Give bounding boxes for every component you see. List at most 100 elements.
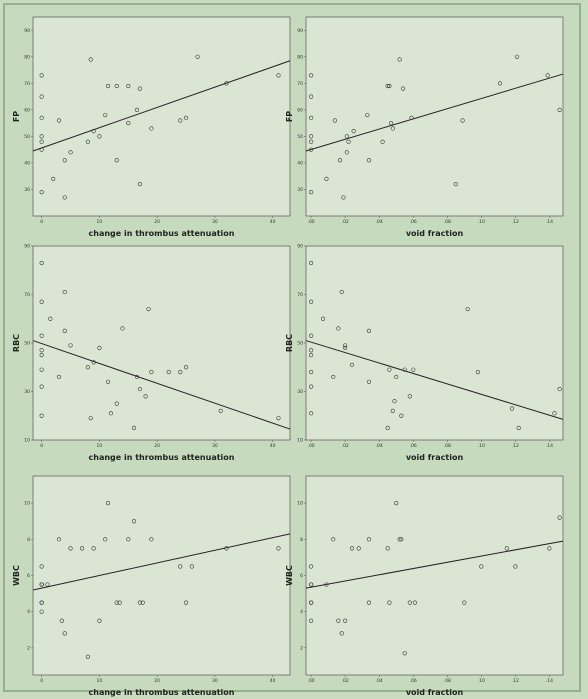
data-point — [178, 370, 183, 375]
data-point — [309, 618, 314, 623]
x-tick-label: 20 — [154, 678, 160, 684]
x-axis-title: change in thrombus attenuation — [89, 229, 235, 238]
data-point — [79, 546, 85, 551]
data-point — [331, 537, 336, 542]
y-axis-title: RBC — [12, 334, 21, 352]
data-point — [183, 115, 189, 120]
data-point — [557, 515, 562, 520]
x-tick-label: 40 — [270, 219, 276, 225]
data-point — [349, 362, 355, 367]
data-point — [218, 408, 223, 414]
y-tick-label: 2 — [27, 645, 30, 651]
data-point — [114, 158, 119, 163]
y-tick-label: 10 — [297, 501, 303, 507]
data-point — [343, 618, 348, 623]
data-point — [85, 365, 90, 370]
y-tick-label: 90 — [24, 244, 30, 250]
data-point — [309, 299, 314, 304]
data-point — [331, 374, 336, 380]
x-tick-label: .00 — [308, 678, 315, 684]
data-point — [183, 600, 189, 605]
y-tick-label: 80 — [24, 54, 30, 60]
data-point — [309, 370, 314, 375]
data-point — [62, 195, 67, 200]
x-tick-label: .04 — [376, 678, 383, 684]
data-point — [62, 158, 67, 163]
x-tick-label: .02 — [342, 219, 349, 225]
scatter-panel-4: 10 30 50 70 90 .00 .02 .04 .06 .08 .10 .12 .14 void f… — [285, 244, 564, 462]
data-point — [39, 384, 44, 389]
data-point — [387, 367, 392, 372]
x-tick-label: .10 — [478, 678, 485, 684]
data-point — [88, 416, 93, 421]
x-tick-label: 30 — [212, 678, 218, 684]
data-point — [137, 386, 142, 392]
data-point — [108, 411, 114, 416]
data-point — [97, 134, 102, 139]
data-point — [131, 519, 137, 524]
x-tick-label: 10 — [97, 678, 103, 684]
data-point — [453, 182, 458, 187]
x-tick-label: .02 — [342, 678, 349, 684]
data-point — [385, 546, 390, 551]
data-point — [105, 501, 111, 506]
data-point — [351, 128, 356, 134]
data-point — [399, 537, 404, 542]
data-point — [103, 113, 108, 118]
x-tick-label: 40 — [270, 443, 276, 449]
data-point — [394, 501, 399, 506]
y-tick-label: 50 — [297, 341, 303, 347]
data-point — [309, 134, 314, 139]
data-point — [137, 600, 142, 605]
data-point — [385, 425, 390, 430]
data-point — [309, 147, 314, 152]
data-point — [62, 631, 67, 636]
data-point — [349, 546, 355, 551]
regression-line — [305, 540, 564, 589]
x-axis-title: change in thrombus attenuation — [89, 453, 235, 462]
data-point — [91, 128, 96, 134]
data-point — [51, 176, 56, 181]
data-point — [39, 73, 44, 78]
data-point — [103, 537, 108, 542]
data-point — [117, 600, 122, 605]
data-point — [412, 600, 418, 605]
data-point — [149, 126, 154, 131]
x-tick-label: .14 — [546, 443, 553, 449]
data-point — [91, 360, 96, 365]
data-point — [513, 564, 518, 569]
data-point — [126, 83, 131, 89]
y-tick-label: 40 — [297, 160, 303, 166]
data-point — [407, 600, 412, 605]
data-point — [97, 345, 102, 350]
data-point — [178, 118, 183, 123]
data-point — [114, 83, 119, 89]
data-point — [39, 94, 44, 99]
plot-area — [305, 475, 564, 676]
data-point — [409, 115, 414, 120]
x-tick-label: 20 — [154, 219, 160, 225]
y-tick-label: 4 — [300, 609, 303, 615]
data-point — [309, 353, 314, 358]
data-point — [388, 121, 394, 126]
y-tick-label: 10 — [24, 438, 30, 444]
regression-line — [32, 340, 291, 430]
data-point — [411, 367, 416, 372]
y-tick-label: 50 — [24, 134, 30, 140]
y-tick-label: 6 — [300, 573, 303, 579]
data-point — [309, 139, 314, 144]
data-point — [344, 150, 349, 155]
y-tick-label: 60 — [297, 107, 303, 113]
data-point — [39, 115, 44, 120]
x-tick-label: 30 — [212, 219, 218, 225]
data-point — [402, 367, 407, 372]
data-point — [343, 345, 348, 350]
data-point — [178, 564, 183, 569]
data-point — [397, 537, 402, 542]
data-point — [85, 139, 90, 144]
data-point — [545, 73, 550, 78]
x-axis-title: void fraction — [406, 453, 464, 462]
data-point — [309, 260, 314, 266]
data-point — [131, 425, 137, 430]
x-tick-label: 0 — [40, 219, 43, 225]
